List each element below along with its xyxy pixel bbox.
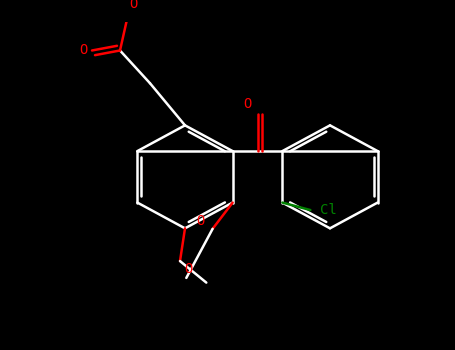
Text: Cl: Cl xyxy=(320,203,337,217)
Text: O: O xyxy=(129,0,137,11)
Text: O: O xyxy=(243,97,252,111)
Text: O: O xyxy=(197,214,205,228)
Text: O: O xyxy=(79,43,87,57)
Text: O: O xyxy=(184,261,192,275)
